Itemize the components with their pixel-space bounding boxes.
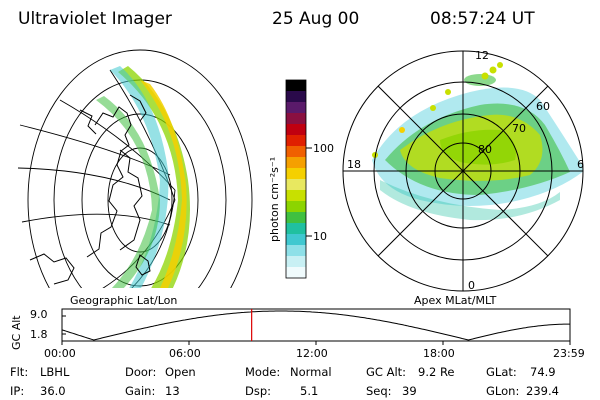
glat-label: GLat: — [486, 365, 517, 379]
altitude-curve — [61, 310, 570, 341]
polar-panel-label: Apex MLat/MLT — [414, 294, 497, 307]
dsp-label: Dsp: — [245, 384, 271, 398]
flt-value: LBHL — [40, 365, 70, 379]
colorbar-label-10: 10 — [313, 230, 327, 243]
colorbar-band — [286, 124, 306, 136]
gcalt-label: GC Alt: — [366, 365, 406, 379]
altitude-axis-label: GC Alt — [10, 315, 23, 350]
polar-lat-70: 70 — [512, 122, 526, 135]
ip-value: 36.0 — [40, 384, 66, 398]
colorbar-label-100: 100 — [313, 142, 334, 155]
altitude-plot: GC Alt 9.0 1.8 00:00 06:00 12:00 18:00 2… — [10, 308, 585, 360]
colorbar-gradient — [286, 80, 306, 279]
colorbar-band — [286, 113, 306, 125]
x-tick-label-1: 06:00 — [169, 347, 201, 360]
geo-coastlines — [29, 94, 151, 285]
colorbar-band — [286, 80, 306, 92]
x-tick-label-2: 12:00 — [296, 347, 328, 360]
colorbar-band — [286, 212, 306, 224]
colorbar-band — [286, 267, 306, 279]
geo-aurora-band — [96, 66, 190, 288]
altitude-y-top: 9.0 — [30, 308, 48, 321]
observation-time: 08:57:24 UT — [430, 9, 535, 29]
glon-label: GLon: — [486, 384, 519, 398]
mode-label: Mode: — [245, 365, 280, 379]
polar-mlt-12: 12 — [475, 49, 489, 62]
colorbar-band — [286, 190, 306, 202]
polar-mlt-6: 6 — [577, 158, 584, 171]
ip-label: IP: — [10, 384, 24, 398]
colorbar-unit-label: photon cm⁻²s⁻¹ — [268, 157, 281, 242]
info-block: Flt: LBHL IP: 36.0 Door: Open Gain: 13 M… — [10, 365, 559, 398]
colorbar-frame — [285, 79, 307, 279]
gain-value: 13 — [165, 384, 180, 398]
polar-mlt-0: 0 — [468, 279, 475, 292]
colorbar-band — [286, 245, 306, 257]
gain-label: Gain: — [125, 384, 155, 398]
door-label: Door: — [125, 365, 156, 379]
x-tick-label-4: 23:59 — [553, 347, 585, 360]
flt-label: Flt: — [10, 365, 28, 379]
polar-mlt-18: 18 — [347, 158, 361, 171]
altitude-x-ticks — [61, 341, 571, 345]
colorbar-band — [286, 234, 306, 246]
polar-grid — [342, 50, 584, 292]
geographic-map-panel — [18, 49, 253, 288]
dsp-value: 5.1 — [300, 384, 318, 398]
x-tick-label-0: 00:00 — [44, 347, 76, 360]
glon-value: 239.4 — [526, 384, 559, 398]
seq-label: Seq: — [366, 384, 392, 398]
colorbar-band — [286, 157, 306, 169]
polar-lat-80: 80 — [478, 143, 492, 156]
colorbar-band — [286, 223, 306, 235]
altitude-y-bottom: 1.8 — [30, 328, 48, 341]
polar-lat-60: 60 — [536, 100, 550, 113]
instrument-title: Ultraviolet Imager — [18, 9, 172, 29]
glat-value: 74.9 — [530, 365, 556, 379]
colorbar-band — [286, 168, 306, 180]
colorbar-band — [286, 135, 306, 147]
door-value: Open — [165, 365, 196, 379]
colorbar: 100 10 photon cm⁻²s⁻¹ — [268, 79, 334, 279]
observation-date: 25 Aug 00 — [272, 9, 359, 29]
colorbar-band — [286, 179, 306, 191]
geo-panel-label: Geographic Lat/Lon — [70, 294, 177, 307]
colorbar-band — [286, 91, 306, 103]
polar-aurora — [372, 62, 583, 221]
altitude-plot-frame — [61, 308, 571, 342]
polar-plot-panel: 12 18 6 0 60 70 80 — [342, 49, 584, 292]
x-tick-label-3: 18:00 — [423, 347, 455, 360]
colorbar-band — [286, 102, 306, 114]
colorbar-band — [286, 146, 306, 158]
gcalt-value: 9.2 Re — [418, 365, 455, 379]
colorbar-band — [286, 256, 306, 268]
mode-value: Normal — [290, 365, 332, 379]
colorbar-band — [286, 201, 306, 213]
seq-value: 39 — [402, 384, 417, 398]
